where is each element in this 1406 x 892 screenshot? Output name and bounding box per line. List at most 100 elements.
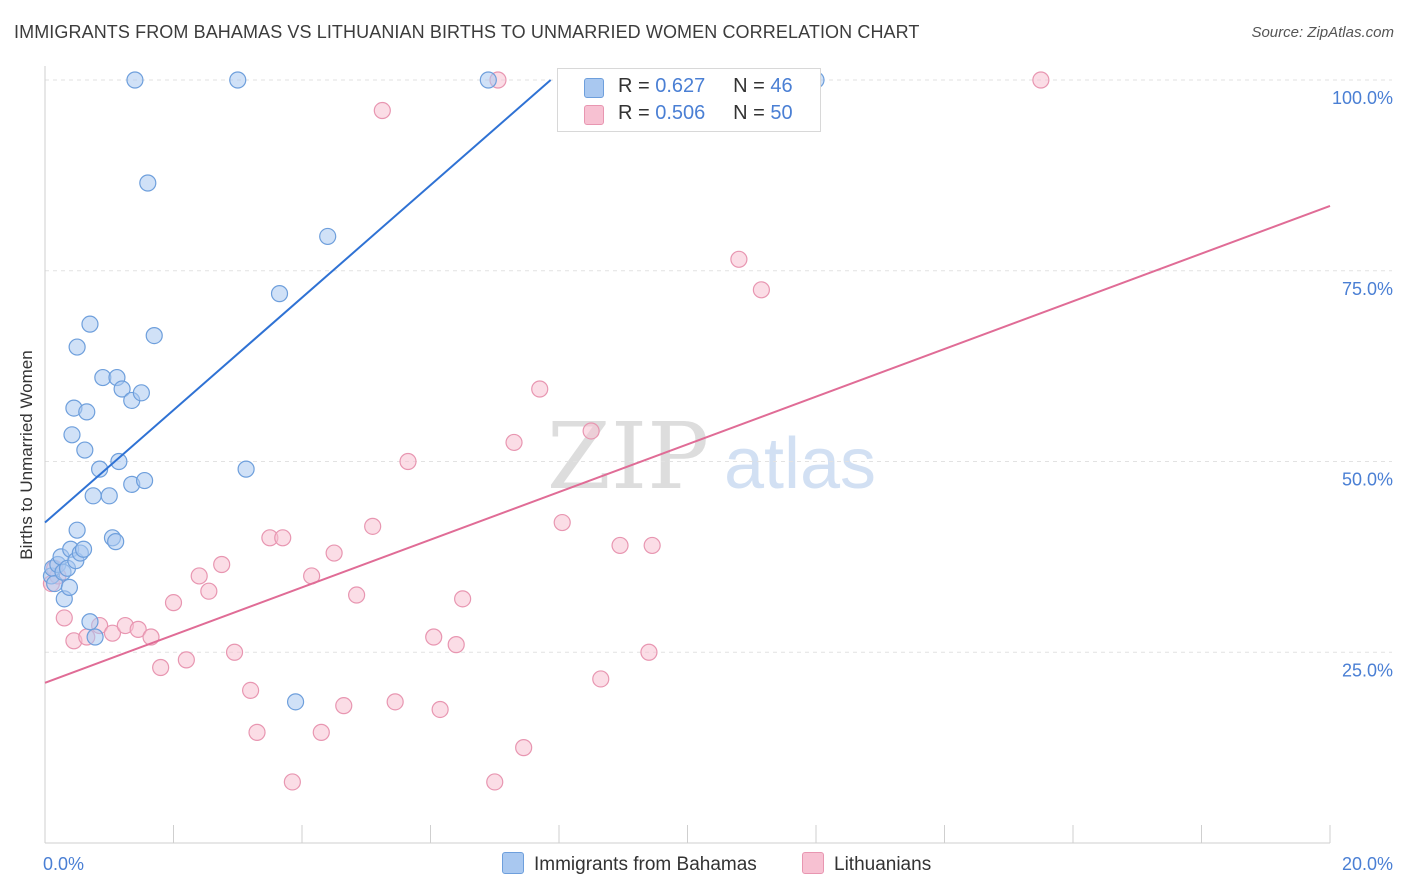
legend-item-lithuanians[interactable]: Lithuanians bbox=[802, 852, 931, 876]
bahamas-point bbox=[286, 693, 305, 711]
bahamas-point bbox=[135, 471, 154, 490]
lithuanians-point bbox=[582, 422, 600, 440]
bahamas-point bbox=[100, 487, 118, 505]
bahamas-point bbox=[237, 460, 255, 478]
legend-n-label: N = bbox=[733, 75, 765, 97]
bahamas-point bbox=[81, 315, 99, 333]
lithuanians-point bbox=[531, 380, 549, 398]
lithuanians-point bbox=[335, 697, 353, 715]
bahamas-point bbox=[76, 441, 94, 459]
lithuanians-point bbox=[242, 681, 260, 700]
lithuanians-point bbox=[200, 582, 218, 600]
legend-swatch-blue bbox=[502, 852, 524, 874]
lithuanians-point bbox=[348, 586, 366, 604]
bahamas-points bbox=[42, 71, 825, 711]
bahamas-point bbox=[132, 384, 150, 402]
legend-r-value: 0.506 bbox=[655, 102, 706, 124]
lithuanians-point bbox=[730, 250, 748, 268]
lithuanians-point bbox=[425, 628, 443, 646]
legend-item-bahamas[interactable]: Immigrants from Bahamas bbox=[502, 852, 757, 876]
lithuanians-point bbox=[364, 517, 382, 535]
lithuanians-point bbox=[399, 452, 417, 471]
lithuanians-point bbox=[152, 658, 170, 677]
lithuanians-point bbox=[431, 700, 449, 719]
lithuanians-point bbox=[447, 636, 465, 654]
lithuanians-point bbox=[486, 773, 504, 791]
watermark-atlas: atlas bbox=[724, 424, 876, 504]
bahamas-point bbox=[68, 338, 86, 356]
bahamas-point bbox=[319, 227, 337, 246]
legend-swatch-blue bbox=[584, 78, 604, 98]
legend-n-label: N = bbox=[733, 102, 765, 124]
lithuanians-point bbox=[553, 513, 571, 532]
lithuanians-point bbox=[129, 620, 147, 638]
gridlines bbox=[45, 79, 1392, 653]
x-tick-label: 20.0% bbox=[1342, 854, 1393, 874]
legend-n-value: 50 bbox=[770, 102, 793, 124]
y-tick-label: 75.0% bbox=[1342, 279, 1393, 299]
bahamas-point bbox=[86, 628, 104, 646]
y-tick-label: 50.0% bbox=[1342, 470, 1393, 490]
bahamas-point bbox=[126, 71, 144, 89]
legend-label-bahamas: Immigrants from Bahamas bbox=[534, 854, 757, 875]
watermark: ZIP atlas bbox=[547, 403, 876, 510]
tick-labels: 25.0% 50.0% 75.0% 100.0% 0.0% 20.0% bbox=[43, 88, 1393, 874]
y-tick-label: 25.0% bbox=[1342, 660, 1393, 680]
stats-legend: R = 0.627 N = 46 R = 0.506 N = 50 bbox=[557, 68, 821, 132]
lithuanians-point bbox=[592, 670, 610, 688]
lithuanians-point bbox=[248, 723, 266, 741]
lithuanians-point bbox=[283, 773, 301, 791]
chart-title: IMMIGRANTS FROM BAHAMAS VS LITHUANIAN BI… bbox=[14, 22, 920, 42]
lithuanians-point bbox=[190, 567, 208, 585]
x-tick-label: 0.0% bbox=[43, 854, 84, 874]
lithuanians-point bbox=[611, 536, 629, 555]
lithuanians-point bbox=[386, 693, 404, 711]
bahamas-point bbox=[270, 285, 289, 303]
bahamas-point bbox=[60, 578, 79, 596]
y-tick-label: 100.0% bbox=[1332, 88, 1393, 108]
lithuanians-point bbox=[274, 529, 292, 547]
source-label: Source: ZipAtlas.com bbox=[1251, 24, 1394, 41]
bahamas-point bbox=[68, 521, 86, 539]
lithuanians-point bbox=[103, 624, 122, 642]
lithuanians-point bbox=[1032, 71, 1050, 89]
legend-swatch-pink bbox=[802, 852, 824, 874]
watermark-zip: ZIP bbox=[547, 403, 709, 510]
bahamas-point bbox=[107, 533, 125, 551]
series-legend: Immigrants from Bahamas Lithuanians bbox=[0, 850, 1406, 880]
legend-label-lithuanians: Lithuanians bbox=[834, 854, 932, 875]
legend-r-label: R = bbox=[618, 102, 650, 124]
bahamas-point bbox=[74, 540, 93, 558]
legend-r-value: 0.627 bbox=[655, 75, 706, 97]
lithuanians-point bbox=[643, 536, 661, 555]
bahamas-point bbox=[113, 380, 131, 398]
bahamas-point bbox=[78, 403, 96, 421]
legend-r-label: R = bbox=[618, 75, 650, 97]
trendlines bbox=[44, 79, 1331, 684]
lithuanians-point bbox=[177, 651, 195, 669]
bahamas-point bbox=[145, 327, 163, 345]
bahamas-point bbox=[229, 71, 247, 89]
legend-n-value: 46 bbox=[770, 75, 793, 97]
lithuanians-point bbox=[312, 723, 330, 741]
lithuanians-point bbox=[752, 281, 770, 299]
bahamas-point bbox=[479, 71, 497, 89]
lithuanians-point bbox=[373, 101, 391, 120]
lithuanians-point bbox=[505, 433, 523, 452]
lithuanians-point bbox=[164, 594, 183, 612]
lithuanians-point bbox=[454, 590, 472, 608]
lithuanians-point bbox=[515, 739, 533, 757]
lithuanians-trendline bbox=[44, 204, 1331, 684]
bahamas-point bbox=[84, 487, 102, 505]
bahamas-point bbox=[81, 613, 99, 631]
bahamas-point bbox=[63, 426, 81, 444]
bahamas-point bbox=[91, 460, 109, 478]
lithuanians-point bbox=[55, 609, 73, 627]
axes bbox=[44, 66, 1331, 844]
legend-swatch-pink bbox=[584, 105, 604, 125]
bahamas-trendline bbox=[44, 79, 552, 524]
lithuanians-point bbox=[640, 643, 658, 661]
lithuanians-point bbox=[225, 643, 244, 661]
lithuanians-point bbox=[325, 544, 343, 562]
